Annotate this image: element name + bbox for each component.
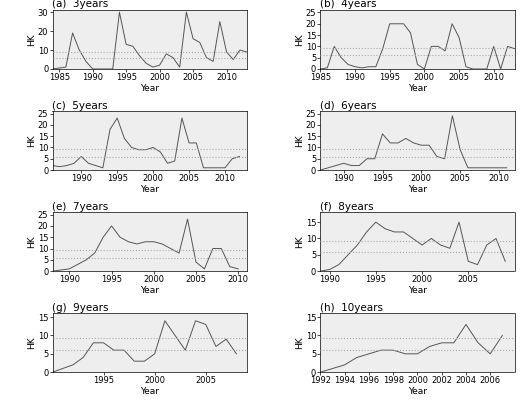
Y-axis label: HK: HK [296, 337, 304, 349]
Text: (e)  7years: (e) 7years [52, 202, 109, 211]
Y-axis label: HK: HK [296, 236, 304, 248]
X-axis label: Year: Year [408, 387, 427, 396]
Y-axis label: HK: HK [296, 33, 304, 46]
X-axis label: Year: Year [408, 184, 427, 193]
Y-axis label: HK: HK [27, 33, 36, 46]
Y-axis label: HK: HK [27, 236, 36, 248]
Text: (g)  9years: (g) 9years [52, 303, 109, 312]
X-axis label: Year: Year [408, 83, 427, 92]
Y-axis label: HK: HK [27, 135, 36, 147]
Text: (c)  5years: (c) 5years [52, 101, 108, 110]
X-axis label: Year: Year [140, 387, 159, 396]
Text: (d)  6years: (d) 6years [320, 101, 377, 110]
X-axis label: Year: Year [140, 184, 159, 193]
X-axis label: Year: Year [140, 285, 159, 294]
Y-axis label: HK: HK [27, 337, 36, 349]
X-axis label: Year: Year [140, 83, 159, 92]
X-axis label: Year: Year [408, 285, 427, 294]
Text: (b)  4years: (b) 4years [320, 0, 377, 9]
Text: (a)  3years: (a) 3years [52, 0, 109, 9]
Text: (h)  10years: (h) 10years [320, 303, 383, 312]
Y-axis label: HK: HK [296, 135, 304, 147]
Text: (f)  8years: (f) 8years [320, 202, 374, 211]
